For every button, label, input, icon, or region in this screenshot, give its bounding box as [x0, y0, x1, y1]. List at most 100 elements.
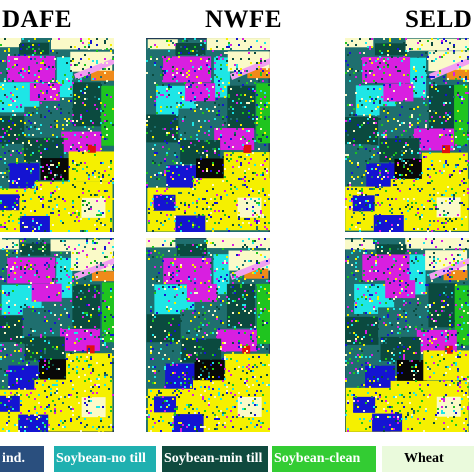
- noise-pixel: [214, 428, 216, 430]
- noise-pixel: [258, 220, 260, 222]
- noise-pixel: [212, 188, 214, 190]
- noise-pixel: [435, 88, 437, 90]
- noise-pixel: [258, 204, 260, 206]
- noise-pixel: [88, 390, 90, 392]
- noise-pixel: [461, 120, 463, 122]
- noise-pixel: [359, 80, 361, 82]
- noise-pixel: [88, 348, 90, 350]
- noise-pixel: [389, 204, 391, 206]
- noise-pixel: [16, 344, 18, 346]
- noise-pixel: [4, 158, 6, 160]
- column-title-seld: SELD: [405, 6, 473, 33]
- noise-pixel: [467, 160, 469, 162]
- noise-pixel: [260, 174, 262, 176]
- noise-pixel: [353, 108, 355, 110]
- noise-pixel: [204, 352, 206, 354]
- noise-pixel: [72, 136, 74, 138]
- noise-pixel: [62, 134, 64, 136]
- noise-pixel: [371, 300, 373, 302]
- noise-pixel: [403, 164, 405, 166]
- noise-pixel: [2, 278, 4, 280]
- noise-pixel: [194, 266, 196, 268]
- noise-pixel: [72, 352, 74, 354]
- noise-pixel: [24, 134, 26, 136]
- noise-pixel: [26, 126, 28, 128]
- noise-pixel: [256, 380, 258, 382]
- noise-pixel: [16, 378, 18, 380]
- noise-pixel: [96, 50, 98, 52]
- noise-pixel: [443, 222, 445, 224]
- noise-pixel: [433, 168, 435, 170]
- noise-pixel: [22, 194, 24, 196]
- noise-pixel: [359, 64, 361, 66]
- noise-pixel: [48, 168, 50, 170]
- noise-pixel: [66, 258, 68, 260]
- noise-pixel: [218, 286, 220, 288]
- noise-pixel: [242, 144, 244, 146]
- noise-pixel: [170, 214, 172, 216]
- noise-pixel: [164, 170, 166, 172]
- noise-pixel: [94, 170, 96, 172]
- noise-pixel: [423, 156, 425, 158]
- noise-pixel: [359, 192, 361, 194]
- noise-pixel: [146, 186, 148, 188]
- noise-pixel: [58, 210, 60, 212]
- noise-pixel: [90, 262, 92, 264]
- noise-pixel: [24, 200, 26, 202]
- noise-pixel: [206, 150, 208, 152]
- noise-pixel: [178, 128, 180, 130]
- noise-pixel: [443, 392, 445, 394]
- noise-pixel: [379, 50, 381, 52]
- noise-pixel: [266, 68, 268, 70]
- noise-pixel: [188, 118, 190, 120]
- noise-pixel: [453, 196, 455, 198]
- noise-pixel: [158, 92, 160, 94]
- noise-pixel: [377, 350, 379, 352]
- noise-pixel: [40, 156, 42, 158]
- noise-pixel: [8, 306, 10, 308]
- noise-pixel: [246, 218, 248, 220]
- noise-pixel: [168, 166, 170, 168]
- noise-pixel: [204, 394, 206, 396]
- noise-pixel: [176, 270, 178, 272]
- field-block: [87, 144, 96, 153]
- noise-pixel: [212, 162, 214, 164]
- noise-pixel: [371, 380, 373, 382]
- noise-pixel: [258, 190, 260, 192]
- noise-pixel: [264, 144, 266, 146]
- noise-pixel: [194, 282, 196, 284]
- noise-pixel: [453, 50, 455, 52]
- noise-pixel: [6, 96, 8, 98]
- noise-pixel: [6, 238, 8, 240]
- noise-pixel: [76, 258, 78, 260]
- noise-pixel: [262, 164, 264, 166]
- noise-pixel: [467, 352, 469, 354]
- noise-pixel: [405, 142, 407, 144]
- noise-pixel: [441, 40, 443, 42]
- noise-pixel: [72, 184, 74, 186]
- noise-pixel: [150, 192, 152, 194]
- noise-pixel: [268, 194, 270, 196]
- noise-pixel: [252, 248, 254, 250]
- noise-pixel: [2, 198, 4, 200]
- noise-pixel: [218, 328, 220, 330]
- noise-pixel: [166, 60, 168, 62]
- noise-pixel: [88, 74, 90, 76]
- noise-pixel: [196, 206, 198, 208]
- noise-pixel: [30, 210, 32, 212]
- noise-pixel: [246, 294, 248, 296]
- noise-pixel: [64, 200, 66, 202]
- noise-pixel: [369, 70, 371, 72]
- noise-pixel: [415, 308, 417, 310]
- noise-pixel: [455, 130, 457, 132]
- noise-pixel: [100, 262, 102, 264]
- noise-pixel: [208, 310, 210, 312]
- noise-pixel: [100, 76, 102, 78]
- noise-pixel: [359, 222, 361, 224]
- noise-pixel: [44, 336, 46, 338]
- noise-pixel: [226, 280, 228, 282]
- noise-pixel: [2, 176, 4, 178]
- noise-pixel: [403, 198, 405, 200]
- noise-pixel: [2, 60, 4, 62]
- noise-pixel: [104, 170, 106, 172]
